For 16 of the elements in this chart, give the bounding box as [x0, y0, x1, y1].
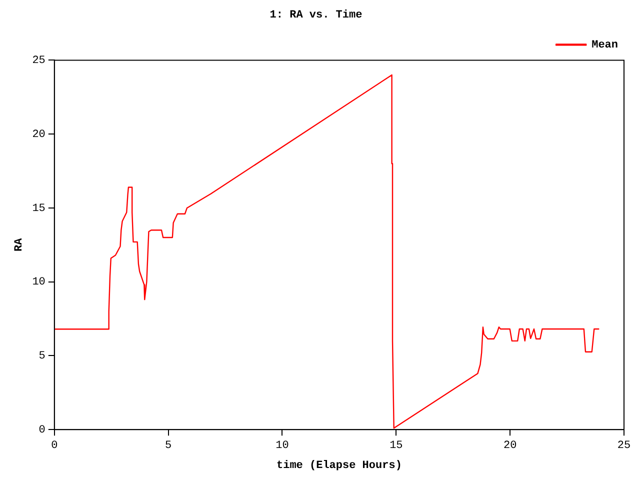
x-axis-title: time (Elapse Hours) [276, 460, 402, 472]
x-tick-label: 20 [503, 440, 517, 452]
y-tick-label: 20 [32, 128, 46, 141]
x-tick-label: 15 [390, 440, 403, 452]
x-tick-label: 0 [51, 440, 58, 452]
legend-label: Mean [592, 39, 618, 52]
y-tick-label: 15 [32, 202, 46, 215]
x-tick-label: 10 [276, 440, 289, 452]
y-tick-label: 5 [38, 350, 46, 363]
x-tick-label: 5 [165, 440, 172, 452]
y-axis-title: RA [13, 238, 26, 252]
chart-title: 1: RA vs. Time [270, 9, 363, 22]
x-tick-label: 25 [617, 440, 631, 452]
y-tick-label: 25 [32, 55, 46, 68]
y-tick-label: 0 [38, 424, 46, 437]
y-tick-label: 10 [32, 276, 46, 289]
